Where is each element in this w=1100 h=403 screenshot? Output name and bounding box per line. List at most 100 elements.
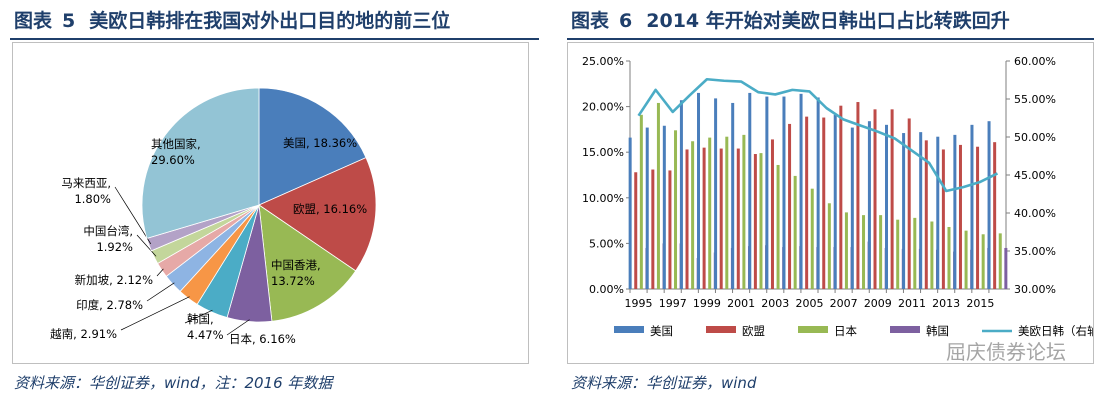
bar-3-2015: [981, 234, 985, 289]
legend-swatch-2: [706, 326, 736, 333]
right-y-tick-label: 40.00%: [1014, 207, 1056, 220]
bar-2-2015: [976, 146, 980, 289]
legend-swatch-1: [614, 326, 644, 333]
bar-2-2004: [788, 123, 792, 289]
legend-label-5: 美欧日韩（右轴）: [1018, 324, 1093, 338]
bar-1-1999: [697, 92, 701, 289]
left-figure-title: 图表 5 美欧日韩排在我国对外出口目的地的前三位: [14, 6, 450, 33]
pie-leader-line-6: [120, 296, 190, 331]
bar-1-1995: [628, 137, 632, 289]
bar-1-2001: [731, 102, 735, 289]
bar-1-1997: [662, 125, 666, 289]
bar-3-1995: [639, 114, 643, 289]
right-source-note: 资料来源：华创证券，wind: [571, 374, 757, 392]
bar-1-2012: [919, 132, 923, 289]
x-tick-label: 1997: [659, 297, 687, 310]
x-tick-label: 1995: [625, 297, 653, 310]
pie-chart-frame: 美国, 18.36% 欧盟, 16.16% 中国香港, 13.72% 日本, 6.16%…: [12, 42, 529, 364]
bar-1-2008: [850, 127, 854, 290]
pie-leader-line-4: [226, 319, 250, 336]
right-y-tick-label: 45.00%: [1014, 169, 1056, 182]
bar-1-1996: [645, 127, 649, 290]
bar-1-2011: [902, 133, 906, 289]
x-tick-label: 2003: [761, 297, 789, 310]
bar-3-2004: [793, 175, 797, 289]
pie-data-label-2: 欧盟, 16.16%: [293, 202, 367, 216]
bar-3-2002: [759, 153, 763, 289]
x-tick-label: 2011: [898, 297, 926, 310]
bar-3-1996: [656, 102, 660, 289]
left-fig-label: 图表: [14, 10, 53, 32]
x-tick-label: 2001: [727, 297, 755, 310]
bar-3-2000: [725, 136, 729, 289]
right-y-tick-label: 30.00%: [1014, 283, 1056, 296]
pie-leader-line-8: [156, 268, 164, 277]
bar-2-2007: [839, 105, 843, 289]
right-title-rule: [567, 38, 1094, 40]
bar-1-2003: [765, 96, 769, 290]
bar-3-2011: [913, 217, 917, 289]
bar-2-1998: [685, 149, 689, 289]
bar-1-2004: [782, 96, 786, 290]
bar-1-2013: [936, 136, 940, 289]
right-y-tick-label: 50.00%: [1014, 131, 1056, 144]
bar-3-2009: [879, 215, 883, 289]
left-title-text: 美欧日韩排在我国对外出口目的地的前三位: [89, 10, 451, 32]
legend-label-2: 欧盟: [742, 324, 765, 338]
pie-slice-3: [258, 204, 357, 322]
legend-label-1: 美国: [650, 324, 673, 338]
x-tick-label: 2009: [864, 297, 892, 310]
bar-3-2013: [947, 226, 951, 289]
right-title-text: 2014 年开始对美欧日韩出口占比转跌回升: [646, 10, 1010, 32]
left-y-tick-label: 5.00%: [589, 237, 624, 250]
left-y-tick-label: 10.00%: [582, 192, 624, 205]
pie-data-label-1: 美国, 18.36%: [283, 136, 357, 150]
bar-2-1999: [702, 147, 706, 289]
bar-2-2003: [770, 139, 774, 289]
bar-1-1998: [679, 100, 683, 289]
pie-data-label-5: 韩国, 4.47%: [187, 312, 224, 342]
bar-3-1999: [708, 137, 712, 289]
left-fig-num: 5: [62, 10, 76, 32]
bar-1-2014: [953, 134, 957, 289]
pie-data-label-8: 新加坡, 2.12%: [75, 273, 153, 287]
line-series-total: [637, 77, 999, 193]
bar-2-2005: [805, 116, 809, 289]
bar-1-2010: [885, 124, 889, 289]
bar-1-2015: [970, 124, 974, 289]
bar-3-2001: [742, 134, 746, 289]
legend-swatch-3: [798, 326, 828, 333]
pie-data-label-10: 马来西亚, 1.80%: [61, 176, 111, 206]
bar-2-2011: [907, 118, 911, 290]
bar-1-2000: [714, 98, 718, 289]
bar-3-2003: [776, 164, 780, 289]
bar-2-2000: [719, 148, 723, 289]
bar-2-2014: [958, 144, 962, 289]
pie-slice-11: [141, 87, 260, 239]
bar-3-1997: [674, 130, 678, 289]
legend-swatch-4: [890, 326, 920, 333]
pie-chart: 美国, 18.36% 欧盟, 16.16% 中国香港, 13.72% 日本, 6.16%…: [50, 87, 377, 346]
bar-2-1997: [668, 170, 672, 289]
pie-leader-line-7: [146, 282, 175, 302]
pie-slice-1: [258, 87, 367, 206]
left-y-tick-label: 20.00%: [582, 101, 624, 114]
bar-1-2016: [987, 121, 991, 289]
left-panel: 图表 5 美欧日韩排在我国对外出口目的地的前三位 美国, 18.36% 欧盟, 16.…: [0, 0, 545, 403]
bar-3-2014: [964, 230, 968, 289]
x-tick-label: 2007: [830, 297, 858, 310]
bar-2-2009: [873, 109, 877, 289]
right-fig-label: 图表: [571, 10, 610, 32]
bar-3-2007: [844, 212, 848, 289]
bar-2-2010: [890, 109, 894, 289]
bar-chart-frame: 0.00% 5.00% 10.00% 15.00% 20.00% 25.00% 30.00%…: [567, 42, 1100, 364]
watermark-text: 屈庆债券论坛: [946, 340, 1066, 364]
left-y-tick-label: 15.00%: [582, 146, 624, 159]
bar-1-2006: [816, 97, 820, 289]
legend-label-4: 韩国: [926, 324, 949, 338]
pie-slice-2: [258, 157, 377, 272]
bar-2-1995: [634, 172, 638, 289]
bar-3-2016: [998, 233, 1002, 289]
bar-3-2010: [896, 219, 900, 289]
bar-2-1996: [651, 169, 655, 289]
